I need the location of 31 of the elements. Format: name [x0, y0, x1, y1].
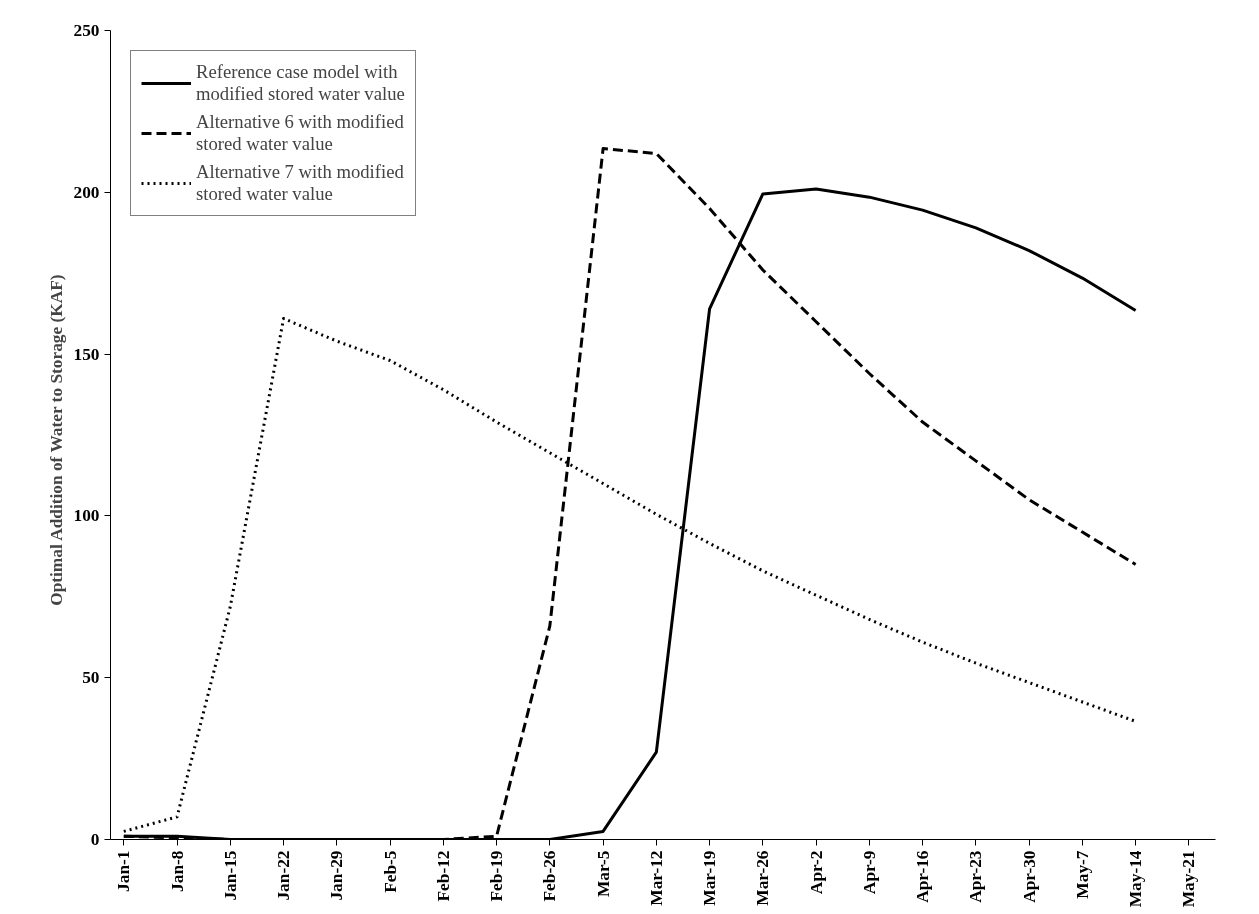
y-tick-label: 150: [73, 344, 100, 364]
x-tick-label: Jan-1: [114, 850, 134, 892]
x-tick-label: Jan-22: [274, 850, 294, 901]
x-tick-label: Feb-5: [380, 850, 400, 893]
y-tick-label: 100: [73, 506, 100, 526]
x-tick-label: May-21: [1179, 850, 1199, 908]
y-tick-label: 250: [73, 21, 100, 40]
y-tick-label: 50: [82, 668, 100, 688]
x-tick-label: Apr-9: [859, 850, 879, 895]
x-tick-label: Jan-29: [327, 850, 347, 901]
x-tick-label: Jan-8: [167, 850, 187, 892]
y-tick-label: 200: [73, 182, 100, 202]
x-tick-label: Mar-12: [646, 850, 666, 906]
x-tick-label: Jan-15: [220, 850, 240, 901]
x-tick-label: Apr-16: [913, 850, 933, 903]
x-tick-label: Apr-30: [1019, 850, 1039, 903]
x-tick-label: May-7: [1072, 850, 1092, 899]
x-tick-label: Mar-5: [593, 850, 613, 897]
x-tick-label: Feb-26: [540, 850, 560, 902]
y-axis-title: Optimal Addition of Water to Storage (KAF): [46, 274, 66, 606]
x-tick-label: Feb-12: [433, 850, 453, 902]
legend-label: Alternative 6 with modified stored water value: [196, 111, 404, 155]
x-tick-label: Feb-19: [487, 850, 507, 902]
legend-label: Alternative 7 with modified stored water value: [196, 161, 404, 205]
x-tick-label: Apr-2: [806, 850, 826, 895]
x-tick-label: Mar-19: [700, 850, 720, 906]
x-tick-label: Mar-26: [753, 850, 773, 906]
y-tick-label: 0: [90, 830, 100, 849]
x-tick-label: Apr-23: [966, 850, 986, 903]
x-tick-label: May-14: [1126, 850, 1146, 908]
legend-label: Reference case model with modified stored water value: [196, 61, 405, 105]
